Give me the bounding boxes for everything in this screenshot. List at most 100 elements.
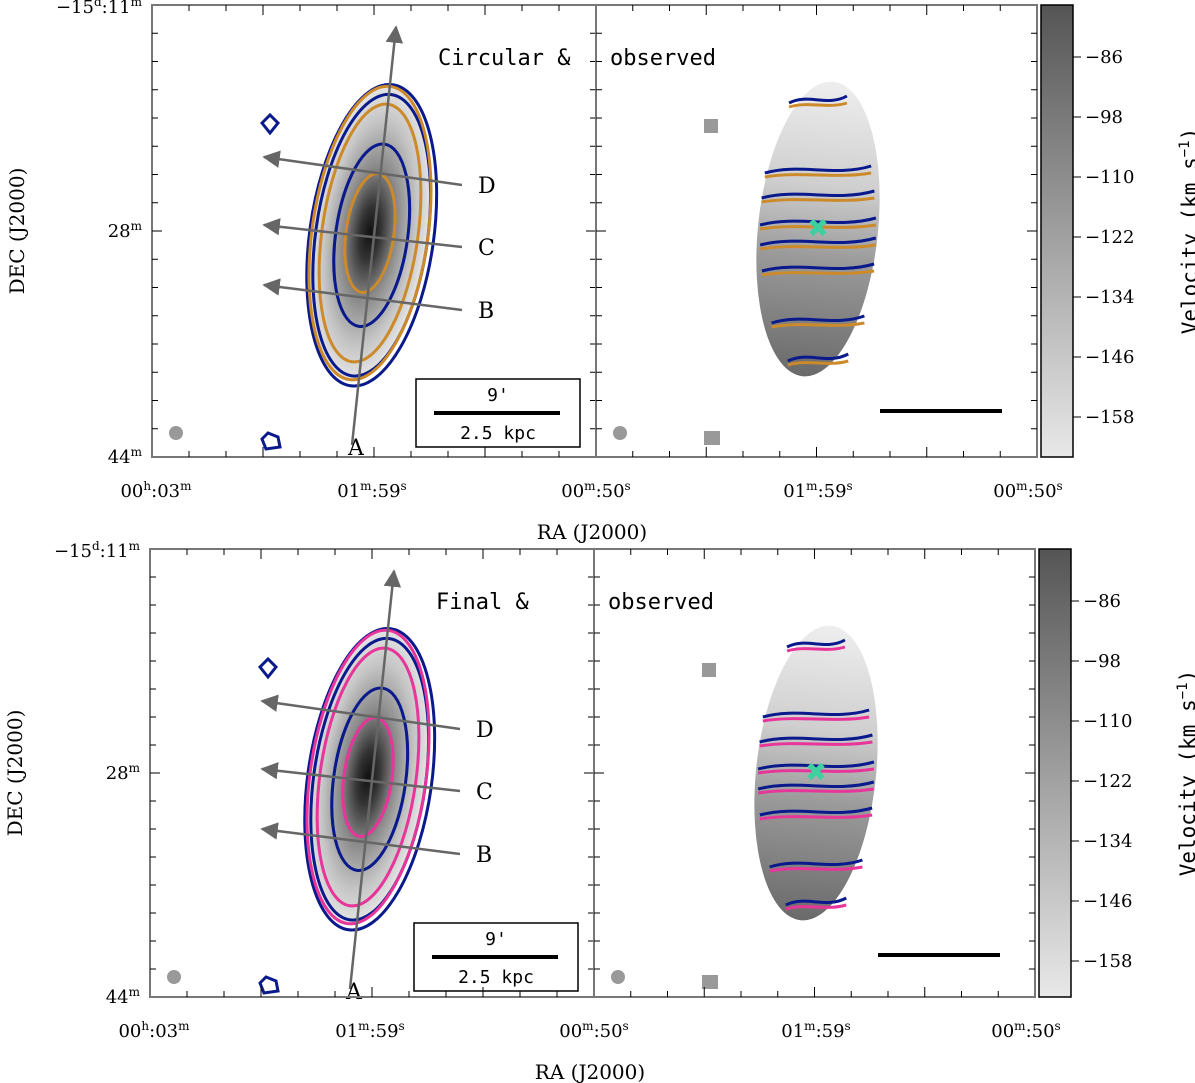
observed-isovelocity-contour — [759, 236, 877, 247]
x-tick-label: 01m:59s — [337, 479, 406, 502]
intensity-map: A B C D Circular & 9' 2.5 kpc — [169, 25, 581, 461]
scale-bar: 9' 2.5 kpc — [415, 378, 581, 448]
beam-marker — [613, 426, 627, 440]
colorbar-tick-label: −146 — [1083, 891, 1132, 912]
model-isovelocity-contour — [788, 101, 848, 109]
slit-label-a: A — [345, 980, 363, 1005]
x-tick-label: 01m:59s — [781, 1019, 850, 1042]
observed-isovelocity-contour — [761, 262, 875, 273]
slit-label-b: B — [478, 299, 494, 324]
noise-blob — [704, 431, 720, 445]
y-tick-label: 44m — [108, 445, 143, 468]
scale-bar-angle: 9' — [485, 929, 507, 950]
model-isovelocity-contour — [786, 645, 846, 653]
observed-contour — [257, 656, 279, 680]
minor-axis-arrow — [262, 278, 463, 312]
slit-label-c: C — [476, 780, 493, 805]
observed-isovelocity-contour — [759, 216, 877, 227]
colorbar-tick-label: −110 — [1085, 167, 1134, 188]
colorbar-gradient — [1040, 4, 1074, 458]
colorbar: −86 −98 −110 −122 −134 −146 −158 Velocity (km s… — [1040, 4, 1195, 458]
model-isovelocity-contour — [764, 171, 872, 179]
observed-isovelocity-contour — [786, 638, 846, 649]
beam-marker — [611, 970, 625, 984]
x-tick-label: 00m:50s — [561, 479, 630, 502]
slit-label-d: D — [476, 718, 494, 743]
x-axis-label: RA (J2000) — [535, 1060, 645, 1083]
x-tick-label: 00m:50s — [559, 1019, 628, 1042]
x-tick-label: 00m:50s — [991, 1019, 1060, 1042]
colorbar-tick-label: −86 — [1083, 591, 1121, 612]
x-tick-label: 00h:03m — [118, 1019, 190, 1042]
x-tick-label: 00h:03m — [120, 479, 192, 502]
observed-isovelocity-contour — [771, 314, 865, 325]
scale-bar-angle: 9' — [487, 385, 509, 406]
velocity-map: ✖ observed — [608, 590, 1000, 989]
colorbar-tick-label: −98 — [1083, 651, 1121, 672]
center-marker: ✖ — [807, 214, 829, 244]
colorbar-label: Velocity (km s−1) — [1175, 670, 1195, 877]
x-axis-label: RA (J2000) — [537, 520, 647, 544]
observed-isovelocity-contour — [759, 733, 873, 744]
panel-top: A B C D Circular & 9' 2.5 kpc ✖ observed 00h:03m 0… — [5, 0, 1195, 544]
colorbar-gradient — [1038, 548, 1072, 998]
colorbar-tick-label: −122 — [1083, 771, 1132, 792]
observed-isovelocity-contour — [757, 760, 875, 771]
minor-axis-arrow — [260, 694, 461, 731]
model-isovelocity-contour — [759, 243, 877, 251]
slit-label-c: C — [478, 236, 495, 261]
y-tick-label: 28m — [106, 761, 141, 784]
y-axis-label: DEC (J2000) — [3, 710, 27, 837]
observed-isovelocity-contour — [761, 189, 875, 200]
model-isovelocity-contour — [785, 903, 847, 911]
y-tick-label: −15d:11m — [56, 0, 143, 18]
slit-label-b: B — [476, 843, 492, 868]
x-tick-label: 00m:50s — [993, 479, 1062, 502]
slit-label-d: D — [478, 174, 496, 199]
observed-contour — [258, 975, 280, 995]
observed-isovelocity-contour — [785, 896, 847, 907]
beam-marker — [169, 426, 183, 440]
minor-axis-arrow — [262, 218, 463, 249]
observed-isovelocity-contour — [764, 164, 872, 175]
colorbar-tick-label: −134 — [1083, 831, 1132, 852]
colorbar-tick-label: −158 — [1085, 407, 1134, 428]
noise-blob — [702, 975, 718, 989]
model-isovelocity-contour — [757, 787, 875, 795]
colorbar-label: Velocity (km s−1) — [1177, 128, 1195, 335]
minor-axis-arrow — [262, 150, 463, 187]
observed-isovelocity-contour — [762, 708, 870, 719]
velocity-map: ✖ observed — [610, 46, 1002, 445]
colorbar-tick-label: −134 — [1085, 287, 1134, 308]
scale-bar: 9' 2.5 kpc — [413, 922, 579, 992]
noise-blob — [702, 663, 716, 677]
observed-isovelocity-contour — [757, 780, 875, 791]
observed-isovelocity-contour — [759, 806, 873, 817]
model-isovelocity-contour — [769, 865, 863, 873]
y-tick-label: 44m — [106, 985, 141, 1008]
observed-contour — [259, 112, 281, 136]
model-isovelocity-contour — [771, 321, 865, 329]
colorbar-tick-label: −122 — [1085, 227, 1134, 248]
observed-label: observed — [608, 590, 714, 615]
model-isovelocity-contour — [757, 767, 875, 775]
center-marker: ✖ — [805, 758, 827, 788]
x-tick-label: 01m:59s — [335, 1019, 404, 1042]
y-axis-label: DEC (J2000) — [5, 168, 29, 295]
intensity-map: A B C D Final & 9' 2.5 kpc — [167, 569, 579, 1005]
observed-isovelocity-contour — [769, 858, 863, 869]
noise-blob — [704, 119, 718, 133]
model-isovelocity-contour — [759, 223, 877, 231]
minor-axis-arrow — [260, 822, 461, 856]
colorbar: −86 −98 −110 −122 −134 −146 −158 Velocity (km s… — [1038, 548, 1195, 998]
overlay-label: Circular & — [438, 46, 571, 71]
colorbar-tick-label: −86 — [1085, 47, 1123, 68]
x-tick-label: 01m:59s — [783, 479, 852, 502]
model-isovelocity-contour — [759, 740, 873, 748]
model-isovelocity-contour — [759, 813, 873, 821]
observed-isovelocity-contour — [788, 94, 848, 105]
slit-label-a: A — [347, 436, 365, 461]
observed-isovelocity-contour — [787, 352, 849, 363]
model-isovelocity-contour — [761, 269, 875, 277]
